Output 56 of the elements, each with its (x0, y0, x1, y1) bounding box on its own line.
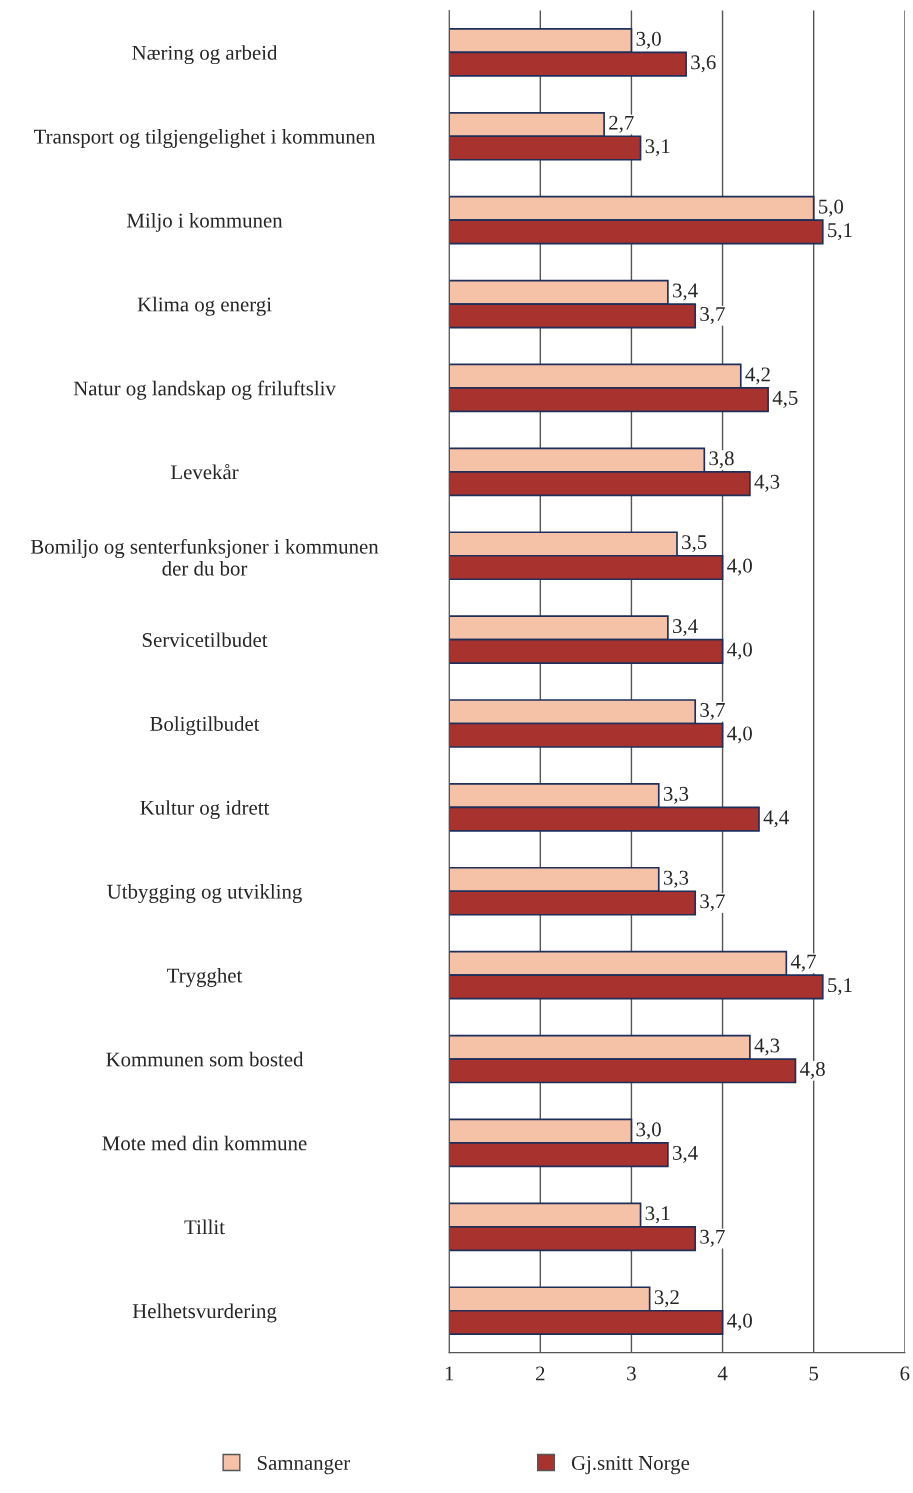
data-label: 4,0 (727, 642, 752, 660)
data-label: 3,3 (663, 870, 689, 888)
data-label: 3,0 (636, 31, 661, 49)
data-label: 4,5 (772, 390, 798, 408)
data-label: 3,3 (663, 786, 689, 804)
y-tick-label: Boligtilbudet (150, 716, 260, 736)
y-tick-label: Miljo i kommunen (126, 212, 283, 232)
y-tick-label: Mote med din kommune (102, 1135, 307, 1151)
data-label: 3,7 (700, 307, 725, 325)
data-label: 3,8 (709, 451, 734, 469)
data-label: 5,1 (828, 223, 852, 241)
x-tick-label: 4 (717, 1366, 728, 1381)
y-tick-label: Helhetsvurdering (132, 1303, 277, 1323)
y-tick-label: Natur og landskap og friluftsliv (73, 380, 336, 400)
data-label: 3,5 (682, 535, 707, 553)
data-label: 4,0 (727, 726, 752, 744)
data-label: 3,0 (636, 1122, 661, 1140)
x-tick-label: 2 (536, 1366, 545, 1381)
y-tick-label: Servicetilbudet (142, 632, 268, 648)
data-label: 3,7 (700, 894, 725, 912)
data-label: 3,4 (673, 619, 698, 637)
data-label: 3,4 (673, 1145, 698, 1163)
y-tick-label: Utbygging og utvikling (107, 884, 302, 903)
data-label: 3,7 (700, 1229, 725, 1247)
y-tick-label: Næring og arbeid (132, 45, 278, 65)
data-label: 4,4 (763, 810, 789, 828)
data-label: 3,4 (673, 283, 698, 301)
y-tick-label: Trygghet (167, 967, 243, 987)
data-label: 4,0 (727, 558, 752, 576)
data-label: 4,8 (800, 1061, 825, 1080)
data-label: 5,1 (828, 978, 852, 996)
data-label: 4,7 (790, 954, 816, 972)
y-tick-label: Klima og energi (137, 296, 272, 316)
data-label: 3,1 (645, 1206, 670, 1224)
data-label: 3,2 (654, 1290, 679, 1308)
x-tick-label: 5 (809, 1366, 819, 1381)
y-tick-label: Transport og tilgjengelighet i kommunen (33, 129, 376, 149)
legend-label: Samnanger (257, 1455, 351, 1475)
y-tick-label: Kultur og idrett (140, 800, 270, 820)
data-label: 4,3 (754, 474, 780, 492)
data-label: 4,0 (727, 1313, 752, 1331)
data-label: 3,6 (691, 55, 716, 73)
y-tick-label: Levekår (170, 463, 239, 480)
data-label: 4,2 (745, 367, 770, 385)
data-label: 3,7 (700, 702, 725, 720)
y-tick-label: Tillit (184, 1219, 225, 1235)
x-tick-label: 3 (627, 1366, 636, 1381)
x-tick-label: 6 (900, 1366, 910, 1381)
legend-label: Gj.snitt Norge (571, 1455, 690, 1475)
x-tick-label: 1 (445, 1366, 454, 1381)
y-tick-label: Kommunen som bosted (106, 1051, 304, 1067)
data-label: 2,7 (609, 115, 634, 133)
y-tick-label: Bomiljo og senterfunksjoner i kommunen der du bor (30, 538, 379, 576)
data-label: 5,0 (819, 199, 844, 217)
data-label: 3,1 (645, 139, 670, 157)
data-label: 4,3 (754, 1038, 780, 1056)
